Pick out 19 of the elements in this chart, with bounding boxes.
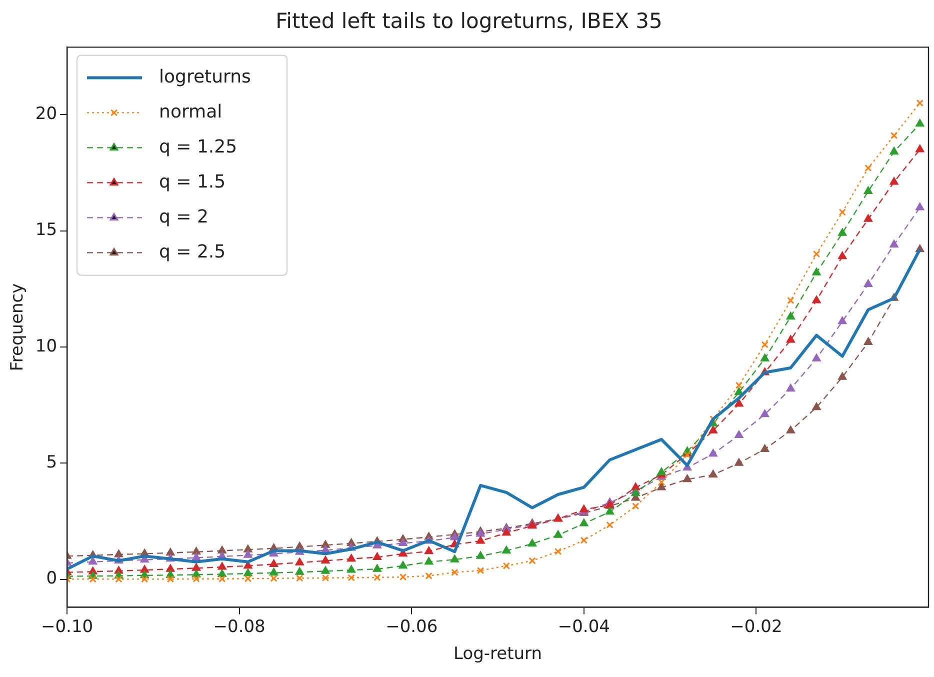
legend-label: q = 1.5 xyxy=(159,171,226,192)
legend-label: q = 2 xyxy=(159,206,208,228)
y-tick-label: 10 xyxy=(35,336,58,356)
x-tick-label: −0.10 xyxy=(40,616,94,637)
x-tick-label: −0.02 xyxy=(730,616,782,637)
legend-label: q = 1.25 xyxy=(159,136,238,158)
chart-title: Fitted left tails to logreturns, IBEX 35 xyxy=(276,9,662,34)
y-tick-label: 5 xyxy=(46,452,58,473)
x-tick-label: −0.08 xyxy=(213,616,266,637)
legend-label: logreturns xyxy=(159,66,251,88)
legend-label: normal xyxy=(159,101,222,122)
y-tick-label: 20 xyxy=(35,104,58,124)
legend-label: q = 2.5 xyxy=(159,241,226,262)
x-axis-title: Log-return xyxy=(454,644,542,664)
x-tick-label: −0.04 xyxy=(558,616,610,637)
y-tick-label: 15 xyxy=(35,220,58,240)
y-tick-label: 0 xyxy=(46,568,58,589)
x-tick-label: −0.06 xyxy=(386,616,438,637)
y-axis-title: Frequency xyxy=(8,283,28,372)
